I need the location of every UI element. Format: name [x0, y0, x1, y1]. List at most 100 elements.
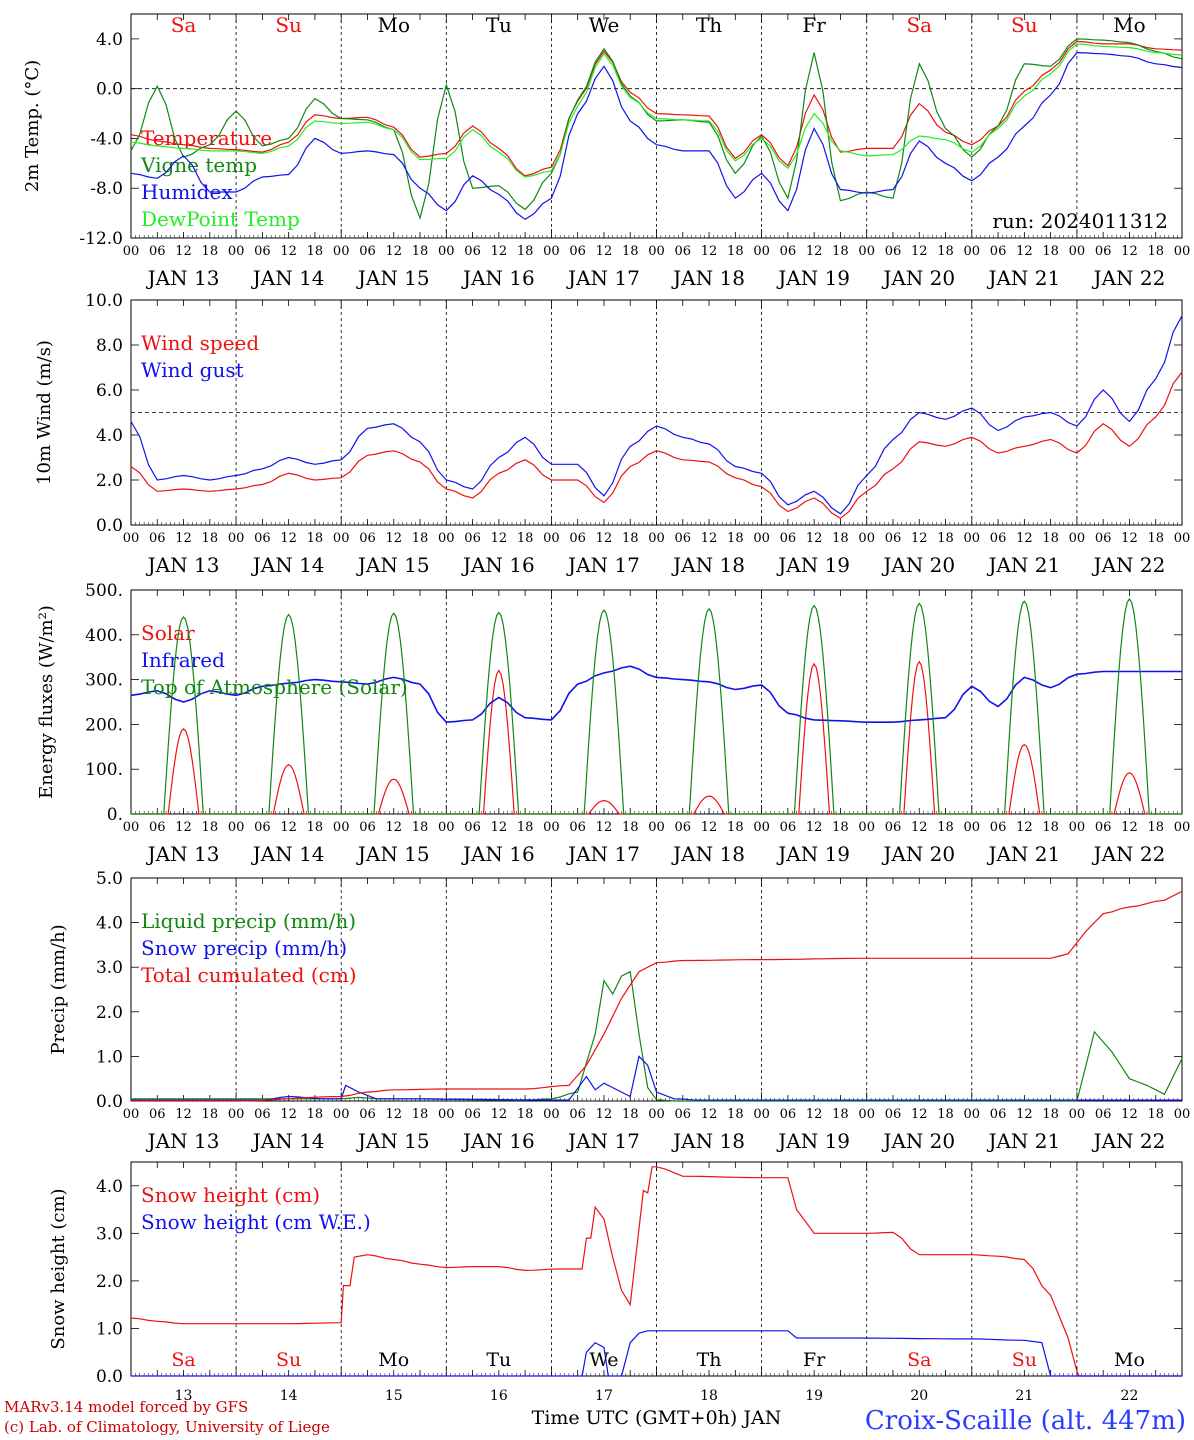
- day-number-label: 19: [805, 1388, 823, 1404]
- hour-label: 00: [648, 531, 665, 546]
- hour-label: 00: [1069, 1107, 1086, 1122]
- series-line-wind-speed: [130, 371, 1183, 520]
- y-tick-label: 1.0: [96, 1047, 123, 1067]
- hour-label: 00: [438, 531, 455, 546]
- weekday-label: Mo: [377, 13, 410, 37]
- hour-label: 12: [1016, 1107, 1033, 1122]
- y-tick-label: 100.: [85, 760, 123, 780]
- hour-label: 18: [307, 820, 324, 835]
- weekday-label: Mo: [1114, 1349, 1145, 1371]
- hour-label: 18: [517, 820, 534, 835]
- y-tick-label: 4.0: [96, 30, 123, 50]
- hour-label: 00: [1174, 531, 1191, 546]
- hour-label: 00: [333, 244, 350, 259]
- date-label: JAN 19: [776, 553, 850, 577]
- hour-label: 12: [911, 820, 928, 835]
- hour-label: 06: [1095, 244, 1112, 259]
- hour-label: 18: [727, 820, 744, 835]
- date-label: JAN 19: [776, 842, 850, 866]
- series-line-snow-height-cm-w-e-: [131, 1330, 1182, 1377]
- hour-label: 00: [228, 244, 245, 259]
- weekday-label: Fr: [803, 1349, 826, 1371]
- hour-label: 18: [937, 244, 954, 259]
- weekday-label: Mo: [1113, 13, 1146, 37]
- hour-label: 12: [280, 1107, 297, 1122]
- hour-label: 06: [149, 820, 166, 835]
- hour-label: 06: [569, 244, 586, 259]
- hour-label: 12: [175, 1107, 192, 1122]
- hour-label: 18: [412, 244, 429, 259]
- hour-label: 12: [701, 244, 718, 259]
- hour-label: 00: [228, 820, 245, 835]
- weekday-label: Sa: [907, 1349, 931, 1371]
- date-label: JAN 14: [251, 842, 325, 866]
- series-line-liquid-precip-mm-h-: [131, 970, 1183, 1102]
- y-axis-label: 2m Temp. (°C): [22, 60, 43, 192]
- weekday-label: Sa: [171, 1349, 195, 1371]
- hour-label: 12: [491, 244, 508, 259]
- hour-label: 06: [990, 244, 1007, 259]
- hour-label: 06: [990, 531, 1007, 546]
- hour-label: 06: [1095, 531, 1112, 546]
- y-tick-label: 2.0: [96, 1272, 123, 1292]
- weekday-label: Fr: [802, 13, 826, 37]
- weekday-label: Th: [697, 1349, 722, 1371]
- y-tick-label: 500.: [85, 581, 123, 601]
- hour-label: 12: [385, 244, 402, 259]
- hour-label: 12: [280, 244, 297, 259]
- model-credit: MARv3.14 model forced by GFS: [4, 1398, 249, 1416]
- hour-label: 06: [780, 531, 797, 546]
- y-tick-label: -4.0: [90, 129, 123, 149]
- hour-label: 18: [202, 531, 219, 546]
- day-number-label: 22: [1121, 1388, 1139, 1404]
- hour-label: 12: [175, 820, 192, 835]
- y-tick-label: 5.0: [96, 869, 123, 889]
- hour-label: 06: [885, 244, 902, 259]
- hour-label: 18: [622, 244, 639, 259]
- date-label: JAN 20: [881, 266, 955, 290]
- hour-label: 18: [202, 244, 219, 259]
- date-label: JAN 21: [986, 266, 1060, 290]
- hour-label: 06: [254, 244, 271, 259]
- series-line-snow-height-cm-: [130, 1166, 1182, 1377]
- hour-label: 18: [1042, 531, 1059, 546]
- y-tick-label: 4.0: [96, 1177, 123, 1197]
- lab-credit: (c) Lab. of Climatology, University of L…: [4, 1418, 330, 1436]
- hour-label: 00: [543, 820, 560, 835]
- hour-label: 12: [806, 1107, 823, 1122]
- hour-label: 12: [175, 244, 192, 259]
- hour-label: 12: [1121, 244, 1138, 259]
- hour-label: 00: [858, 820, 875, 835]
- date-label: JAN 17: [566, 1129, 640, 1153]
- legend-entry: Infrared: [141, 648, 225, 672]
- date-label: JAN 16: [461, 553, 535, 577]
- weekday-label: We: [589, 13, 620, 37]
- hour-label: 00: [333, 820, 350, 835]
- hour-label: 06: [990, 1107, 1007, 1122]
- day-number-label: 13: [175, 1388, 193, 1404]
- hour-label: 00: [753, 531, 770, 546]
- weekday-label: We: [589, 1349, 618, 1371]
- hour-label: 18: [1042, 244, 1059, 259]
- hour-label: 18: [1042, 820, 1059, 835]
- hour-label: 12: [280, 820, 297, 835]
- hour-label: 06: [1095, 1107, 1112, 1122]
- day-number-label: 21: [1015, 1388, 1033, 1404]
- hour-label: 18: [517, 531, 534, 546]
- hour-label: 06: [675, 531, 692, 546]
- hour-label: 00: [123, 244, 140, 259]
- day-number-label: 17: [595, 1388, 613, 1404]
- date-label: JAN 16: [461, 266, 535, 290]
- hour-label: 00: [753, 1107, 770, 1122]
- y-tick-label: 0.0: [96, 516, 123, 536]
- y-tick-label: -8.0: [90, 179, 123, 199]
- hour-label: 00: [543, 531, 560, 546]
- hour-label: 00: [1069, 244, 1086, 259]
- y-tick-label: 4.0: [96, 426, 123, 446]
- date-label: JAN 15: [356, 553, 430, 577]
- series-line-vigne-temp: [130, 38, 1183, 221]
- hour-label: 06: [254, 531, 271, 546]
- y-tick-label: 10.0: [85, 291, 123, 311]
- hour-label: 06: [359, 531, 376, 546]
